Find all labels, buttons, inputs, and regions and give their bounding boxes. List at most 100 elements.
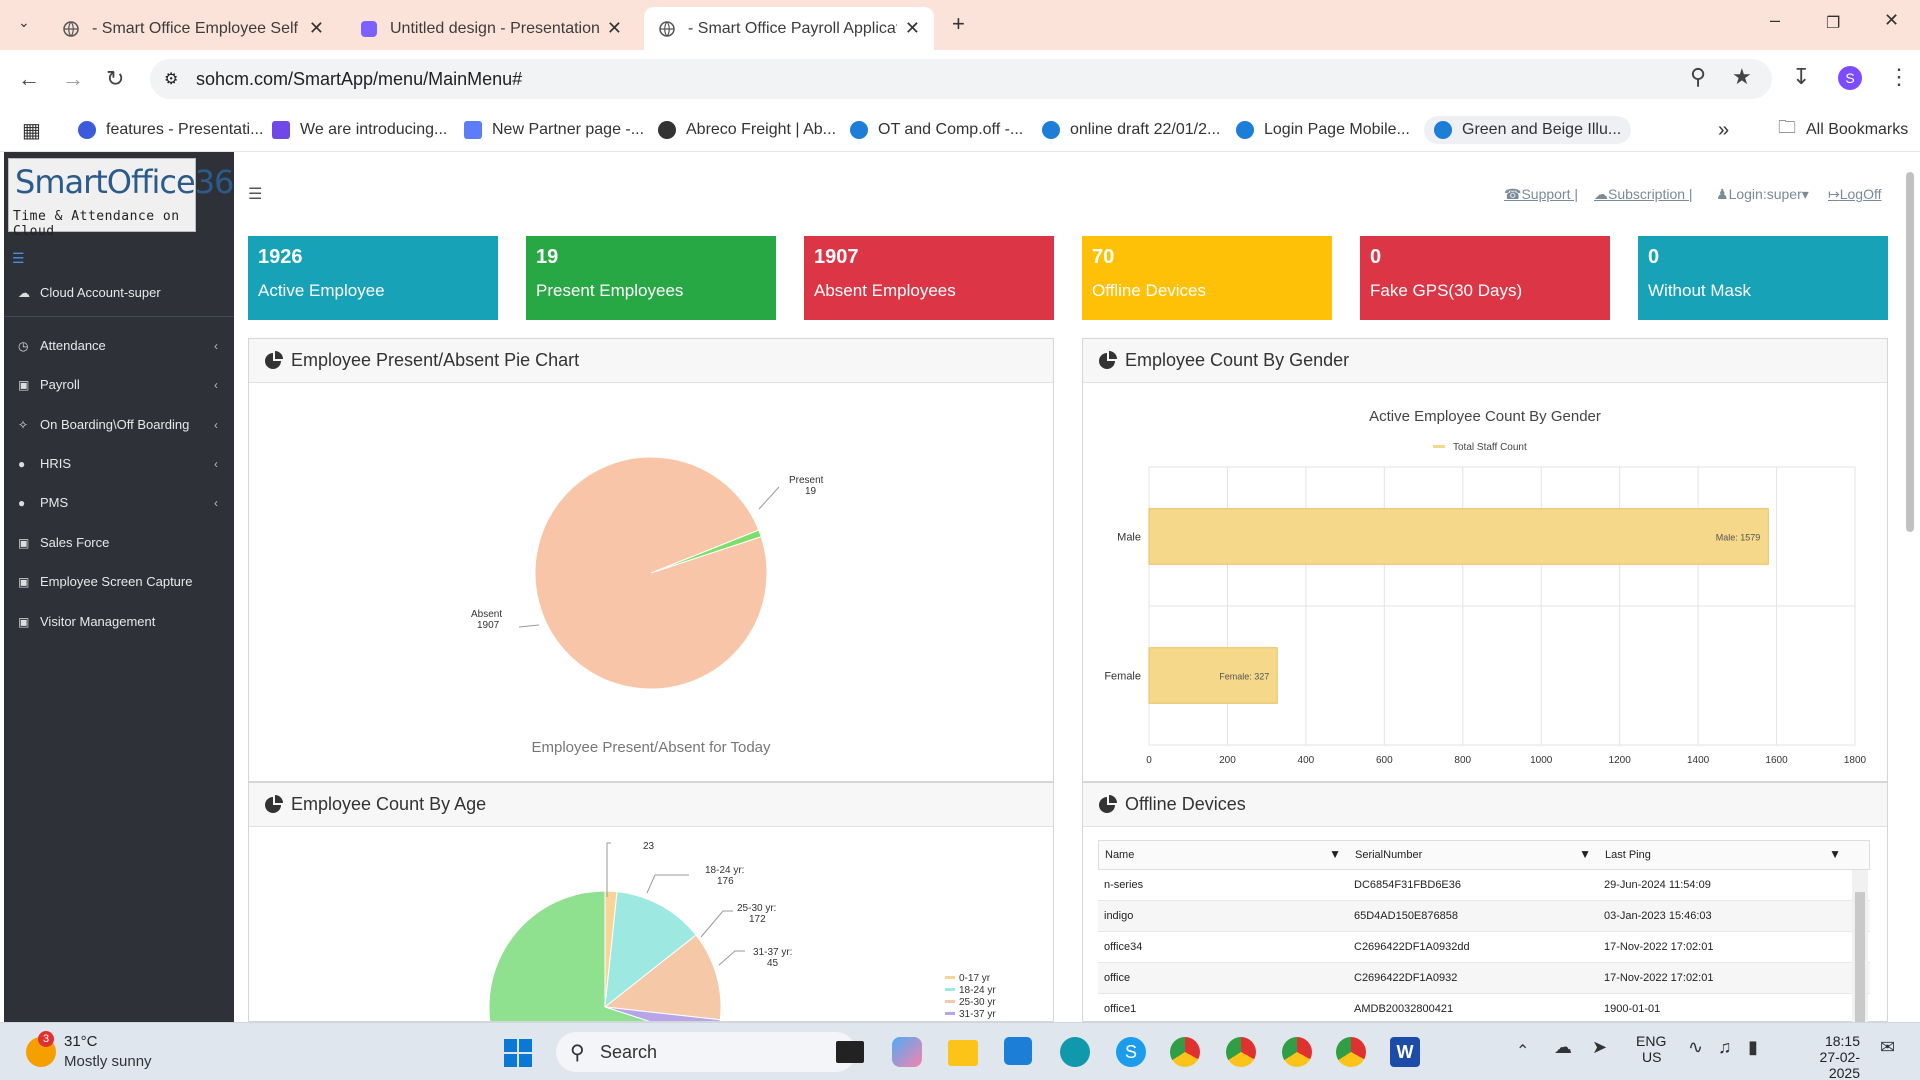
bookmark-item[interactable]: We are introducing... [272, 116, 447, 144]
login-dropdown[interactable]: ♟Login:super▾ [1716, 186, 1809, 203]
wifi-icon[interactable]: ∿ [1688, 1037, 1704, 1057]
legend-label[interactable]: 25-30 yr [959, 997, 996, 1008]
bookmark-item[interactable]: Green and Beige Illu... [1424, 116, 1632, 144]
bookmark-item[interactable]: Abreco Freight | Ab... [658, 116, 836, 144]
clock[interactable]: 18:15 27-02-2025 [1790, 1033, 1860, 1080]
taskbar-search[interactable]: ⚲ Search [556, 1032, 856, 1072]
site-settings-icon[interactable]: ⚙ [164, 71, 179, 88]
hamburger-menu-icon[interactable]: ☰ [248, 186, 263, 203]
page-scrollbar[interactable] [1904, 152, 1916, 1022]
column-header-serial[interactable]: SerialNumber ▼ [1349, 847, 1599, 861]
all-bookmarks[interactable]: 🗀 All Bookmarks [1778, 116, 1908, 144]
legend-label[interactable]: 0-17 yr [959, 973, 991, 984]
task-view-icon[interactable] [836, 1041, 864, 1063]
stat-card-absent-employees[interactable]: 1907 Absent Employees [804, 236, 1054, 320]
bar-female[interactable] [1148, 647, 1278, 704]
age-slice[interactable] [604, 891, 697, 1009]
bookmark-item[interactable]: features - Presentati... [78, 116, 263, 144]
bookmark-item[interactable]: online draft 22/01/2... [1042, 116, 1220, 144]
support-link[interactable]: ☎Support | [1504, 186, 1578, 203]
stat-card-fake-gps[interactable]: 0 Fake GPS(30 Days) [1360, 236, 1610, 320]
sidebar-item-visitor-management[interactable]: ▣ Visitor Management [18, 614, 228, 629]
word-icon[interactable]: W [1390, 1037, 1420, 1067]
sidebar-item-sales-force[interactable]: ▣ Sales Force [18, 535, 228, 550]
chrome-icon[interactable] [1336, 1037, 1366, 1067]
back-icon[interactable]: ← [18, 66, 40, 91]
bookmark-item[interactable]: OT and Comp.off -... [850, 116, 1023, 144]
legend-label[interactable]: 18-24 yr [959, 985, 996, 996]
file-explorer-icon[interactable] [948, 1040, 978, 1066]
weather-desc[interactable]: Mostly sunny [64, 1053, 152, 1070]
stat-card-without-mask[interactable]: 0 Without Mask [1638, 236, 1888, 320]
onedrive-icon[interactable]: ☁ [1554, 1037, 1572, 1057]
table-row[interactable]: office1 AMDB20032800421 1900-01-01 [1098, 994, 1870, 1025]
chrome-icon[interactable] [1226, 1037, 1256, 1067]
sidebar-item-screen-capture[interactable]: ▣ Employee Screen Capture [18, 574, 228, 589]
bar-male[interactable] [1148, 508, 1769, 565]
store-icon[interactable] [1004, 1037, 1032, 1065]
browser-menu-icon[interactable]: ⋮ [1888, 64, 1910, 89]
more-bookmarks-icon[interactable]: » [1718, 118, 1730, 141]
download-icon[interactable]: ↧ [1792, 64, 1811, 89]
minimize-icon[interactable]: – [1770, 10, 1781, 30]
filter-icon[interactable]: ▼ [1579, 847, 1591, 861]
sidebar-toggle-icon[interactable]: ☰ [12, 250, 25, 266]
age-slice[interactable] [604, 1006, 721, 1022]
age-slice[interactable] [603, 934, 722, 1021]
table-row[interactable]: n-series DC6854F31FBD6E36 29-Jun-2024 11:5… [1098, 870, 1870, 901]
restore-icon[interactable]: ❐ [1826, 15, 1841, 32]
sidebar-item-onboarding[interactable]: ✧ On Boarding\Off Boarding ‹ [18, 417, 228, 432]
notification-bell-icon[interactable]: ✉ [1880, 1037, 1896, 1057]
chrome-icon[interactable] [1282, 1037, 1312, 1067]
sidebar-item-attendance[interactable]: ◷ Attendance ‹ [18, 338, 228, 353]
language-indicator[interactable]: ENG US [1636, 1033, 1666, 1065]
table-row[interactable]: office C2696422DF1A0932 17-Nov-2022 17:02:… [1098, 963, 1870, 994]
grid-scrollbar[interactable] [1852, 870, 1868, 1026]
battery-icon[interactable]: ▮ [1748, 1037, 1758, 1057]
pie-slice-absent[interactable] [534, 456, 768, 690]
column-header-name[interactable]: Name ▼ [1099, 847, 1349, 861]
reload-icon[interactable]: ↻ [106, 66, 125, 91]
skype-icon[interactable]: S [1116, 1037, 1146, 1067]
column-header-last-ping[interactable]: Last Ping ▼ [1599, 847, 1849, 861]
grid-scrollbar-thumb[interactable] [1855, 892, 1865, 1022]
profile-avatar[interactable]: S [1838, 66, 1862, 90]
sidebar-account[interactable]: ☁ Cloud Account-super [18, 285, 228, 300]
edge-icon[interactable] [1060, 1037, 1090, 1067]
table-row[interactable]: office34 C2696422DF1A0932dd 17-Nov-2022 17… [1098, 932, 1870, 963]
windows-start-icon[interactable] [504, 1039, 532, 1067]
chrome-icon[interactable] [1170, 1037, 1200, 1067]
smartoffice-logo[interactable]: SmartOffice365 Time & Attendance on Clou… [8, 158, 254, 239]
filter-icon[interactable]: ▼ [1829, 847, 1841, 861]
sidebar-item-pms[interactable]: ● PMS ‹ [18, 495, 228, 510]
close-tab-icon[interactable]: ✕ [308, 18, 324, 38]
close-window-icon[interactable]: ✕ [1884, 10, 1900, 30]
weather-temp[interactable]: 31°C [64, 1033, 98, 1050]
stat-card-active-employee[interactable]: 1926 Active Employee [248, 236, 498, 320]
forward-icon[interactable]: → [62, 66, 84, 91]
tab-payroll-application[interactable]: - Smart Office Payroll Applicatio ✕ [644, 7, 934, 50]
age-slice-remaining[interactable] [488, 890, 715, 1022]
zoom-icon[interactable]: ⚲ [1690, 64, 1707, 89]
copilot-icon[interactable] [892, 1037, 922, 1067]
close-tab-icon[interactable]: ✕ [606, 18, 622, 38]
new-tab-icon[interactable]: + [952, 11, 965, 36]
subscription-link[interactable]: ☁Subscription | [1594, 186, 1693, 203]
apps-grid-icon[interactable]: ▦ [22, 119, 41, 142]
filter-icon[interactable]: ▼ [1329, 847, 1341, 861]
close-tab-icon[interactable]: ✕ [904, 18, 920, 38]
tab-untitled-design[interactable]: Untitled design - Presentation - ✕ [346, 7, 636, 50]
location-icon[interactable]: ➤ [1592, 1037, 1608, 1057]
logoff-link[interactable]: ↦LogOff [1828, 186, 1882, 203]
bookmark-star-icon[interactable]: ★ [1732, 64, 1752, 89]
volume-icon[interactable]: ♫ [1718, 1037, 1732, 1057]
sidebar-item-payroll[interactable]: ▣ Payroll ‹ [18, 377, 228, 392]
bookmark-item[interactable]: New Partner page -... [464, 116, 644, 144]
sidebar-item-hris[interactable]: ● HRIS ‹ [18, 456, 228, 471]
table-row[interactable]: indigo 65D4AD150E876858 03-Jan-2023 15:46:… [1098, 901, 1870, 932]
tab-search-chevron-icon[interactable]: ⌄ [18, 14, 30, 30]
stat-card-offline-devices[interactable]: 70 Offline Devices [1082, 236, 1332, 320]
stat-card-present-employees[interactable]: 19 Present Employees [526, 236, 776, 320]
address-bar[interactable]: ⚙ sohcm.com/SmartApp/menu/MainMenu# [150, 59, 1772, 99]
chevron-up-icon[interactable]: ⌃ [1516, 1043, 1530, 1060]
